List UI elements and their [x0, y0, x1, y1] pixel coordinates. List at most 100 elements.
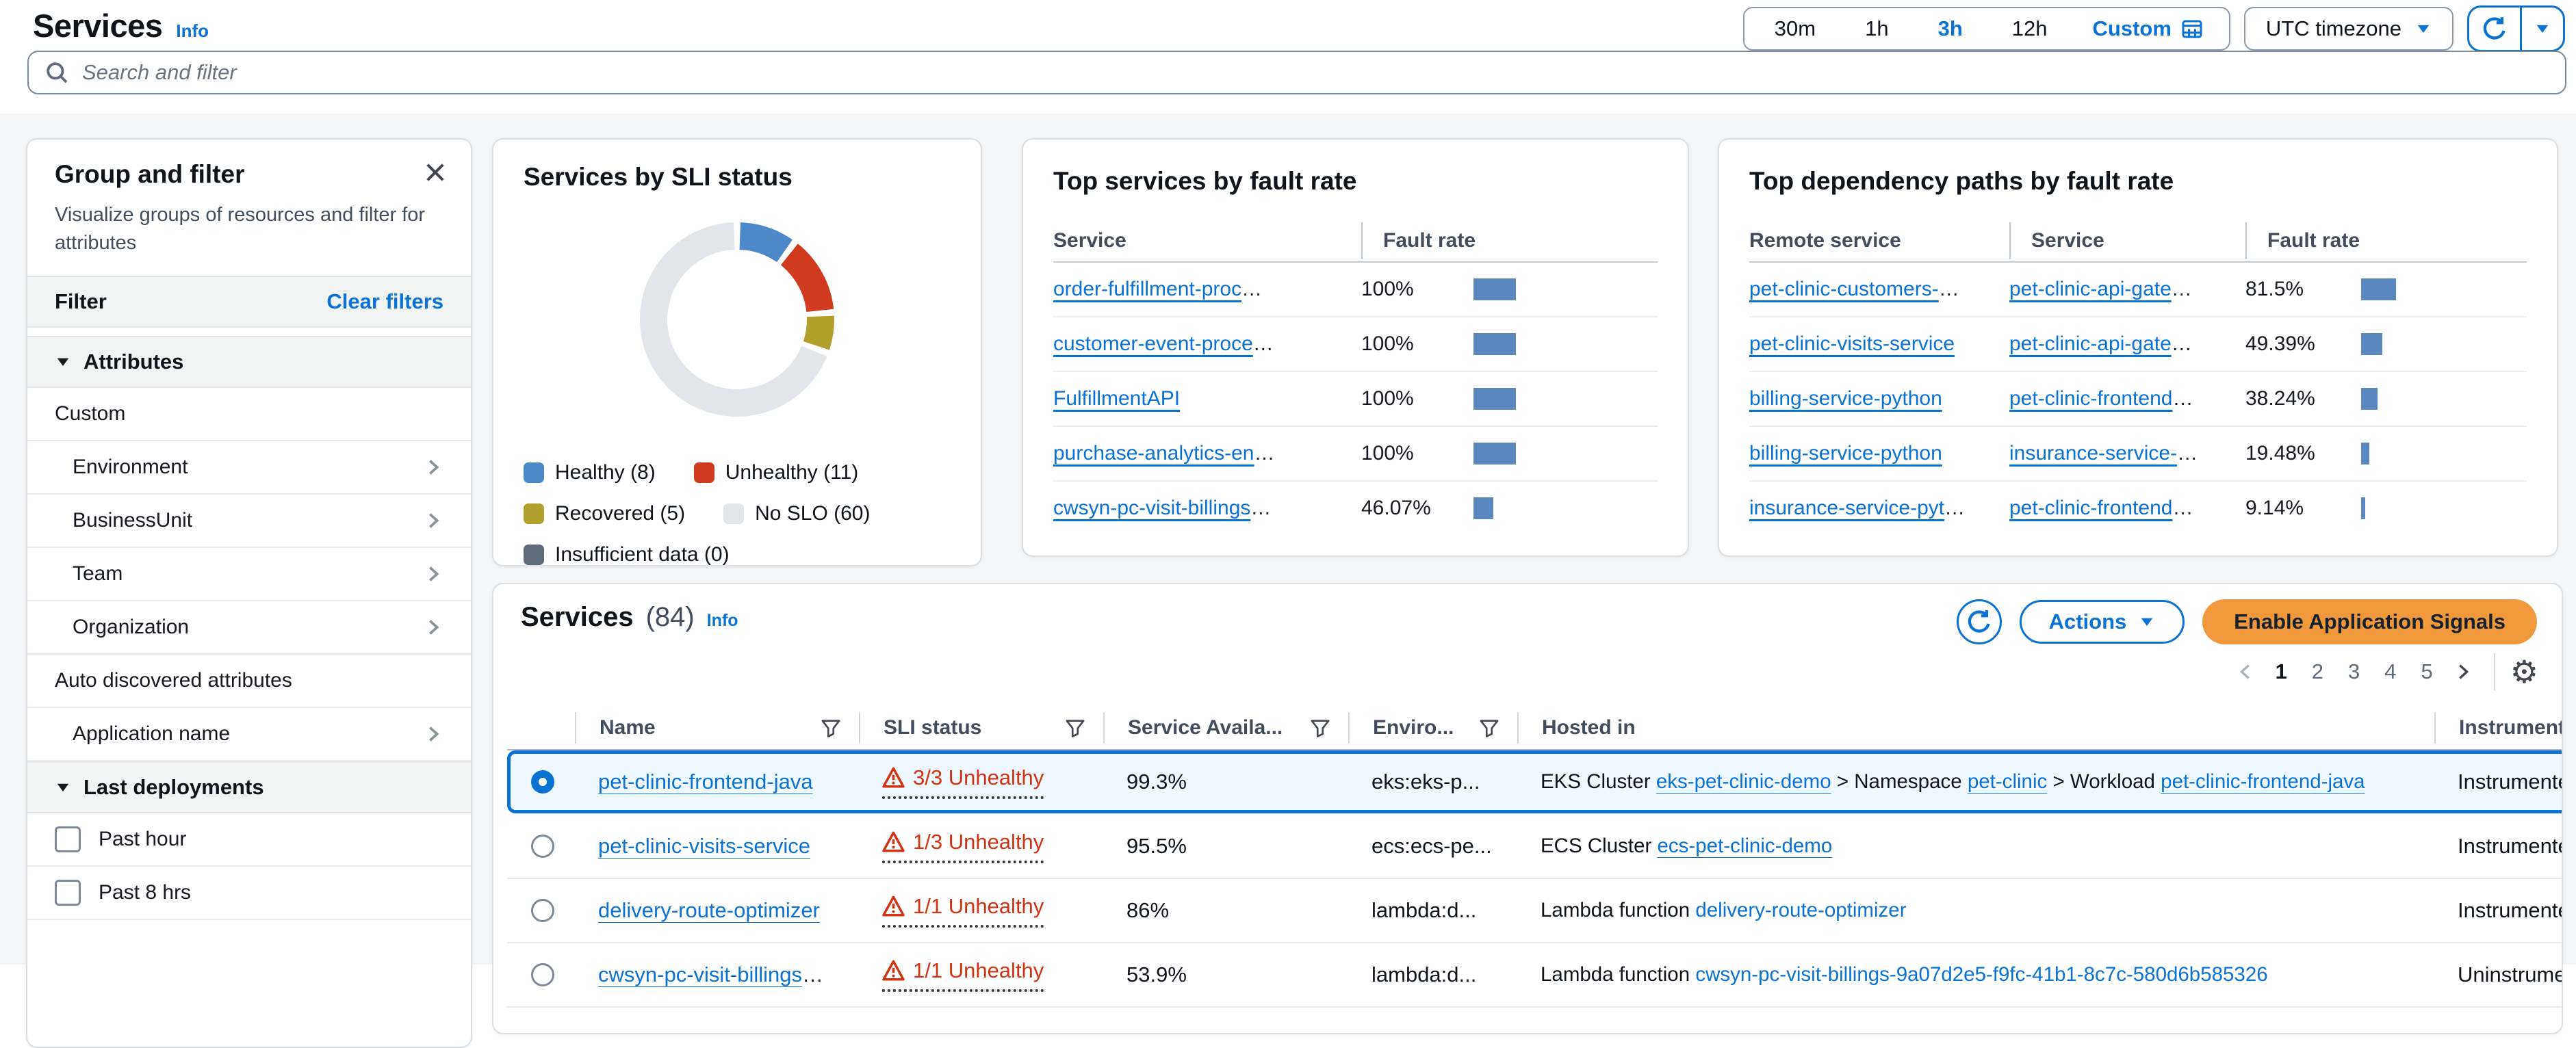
page-number-4[interactable]: 4	[2384, 659, 2397, 683]
service-name-link[interactable]: pet-clinic-visits-service	[598, 834, 811, 858]
page-info-link[interactable]: Info	[176, 21, 209, 41]
legend-item: Healthy (8)	[524, 461, 656, 484]
close-icon[interactable]	[423, 160, 448, 188]
column-header-sli-status[interactable]: SLI status	[859, 712, 1103, 744]
service-link[interactable]: purchase-analytics-en	[1053, 442, 1254, 464]
search-input[interactable]	[81, 60, 2549, 86]
sli-status-badge[interactable]: 1/1 Unhealthy	[882, 894, 1044, 928]
clear-filters-link[interactable]: Clear filters	[326, 289, 443, 314]
actions-button[interactable]: Actions	[2019, 600, 2185, 644]
checkbox[interactable]	[55, 880, 81, 906]
remote-service-link[interactable]: pet-clinic-visits-service	[1749, 332, 1955, 355]
services-info-link[interactable]: Info	[706, 611, 738, 630]
sidebar-item-application-name[interactable]: Application name	[27, 708, 471, 762]
legend-label: Recovered (5)	[555, 502, 686, 525]
column-header-service-availa-[interactable]: Service Availa...	[1103, 712, 1348, 744]
remote-service-link[interactable]: billing-service-python	[1749, 387, 1942, 410]
filter-funnel-icon[interactable]	[821, 718, 841, 738]
service-link[interactable]: pet-clinic-api-gate	[2009, 278, 2172, 300]
service-name-link[interactable]: cwsyn-pc-visit-billings	[598, 962, 802, 986]
sidebar-item-businessunit[interactable]: BusinessUnit	[27, 495, 471, 549]
fault-rate-bar	[2361, 497, 2365, 519]
sli-status-text: 1/1 Unhealthy	[913, 958, 1044, 982]
hosted-in-link[interactable]: delivery-route-optimizer	[1695, 899, 1907, 921]
chevron-down-icon	[2139, 614, 2155, 630]
previous-page-icon[interactable]	[2235, 661, 2256, 682]
filter-option-past-hour[interactable]: Past hour	[27, 813, 471, 867]
environment-value: ecs:ecs-pe...	[1371, 834, 1492, 858]
time-range-12h[interactable]: 12h	[2011, 16, 2048, 40]
hosted-in-link[interactable]: cwsyn-pc-visit-billings-9a07d2e5-f9fc-41…	[1695, 963, 2268, 986]
sli-status-card: Services by SLI status Healthy (8) Unheal…	[492, 138, 982, 566]
sidebar-item-organization[interactable]: Organization	[27, 601, 471, 655]
remote-service-link[interactable]: billing-service-python	[1749, 442, 1942, 464]
refresh-button[interactable]	[2469, 8, 2520, 50]
sli-status-badge[interactable]: 1/3 Unhealthy	[882, 830, 1044, 863]
filter-funnel-icon[interactable]	[1479, 718, 1499, 738]
custom-range-button[interactable]: Custom	[2072, 16, 2224, 41]
donut-segment-healthy[interactable]	[738, 222, 793, 263]
filter-funnel-icon[interactable]	[1065, 718, 1085, 738]
next-page-icon[interactable]	[2453, 661, 2473, 682]
row-radio[interactable]	[531, 770, 554, 794]
sidebar-item-environment[interactable]: Environment	[27, 441, 471, 495]
hosted-in-link[interactable]: ecs-pet-clinic-demo	[1657, 835, 1833, 857]
truncation-ellipsis: …	[2171, 278, 2192, 300]
row-radio[interactable]	[531, 899, 554, 922]
filter-funnel-icon[interactable]	[1310, 718, 1330, 738]
sli-status-badge[interactable]: 1/1 Unhealthy	[882, 958, 1044, 992]
timezone-dropdown[interactable]: UTC timezone	[2243, 7, 2453, 51]
enable-application-signals-button[interactable]: Enable Application Signals	[2202, 599, 2537, 644]
legend-label: No SLO (60)	[755, 502, 871, 525]
attributes-section-header[interactable]: Attributes	[27, 336, 471, 389]
row-radio[interactable]	[531, 963, 554, 986]
column-header-enviro-[interactable]: Enviro...	[1348, 712, 1517, 744]
service-link[interactable]: pet-clinic-api-gate	[2009, 332, 2172, 355]
refresh-options-button[interactable]	[2522, 8, 2563, 50]
service-link[interactable]: FulfillmentAPI	[1053, 387, 1181, 410]
column-header-name[interactable]: Name	[575, 712, 859, 744]
service-link[interactable]: order-fulfillment-proc	[1053, 278, 1242, 300]
service-link[interactable]: customer-event-proce	[1053, 332, 1253, 355]
service-link[interactable]: cwsyn-pc-visit-billings	[1053, 497, 1251, 519]
settings-gear-icon[interactable]: ⚙	[2510, 654, 2538, 690]
donut-segment-no-slo[interactable]	[640, 222, 827, 417]
table-row[interactable]: pet-clinic-frontend-java 3/3 Unhealthy 99.…	[507, 750, 2562, 815]
hosted-in-link[interactable]: eks-pet-clinic-demo	[1656, 770, 1831, 793]
row-radio[interactable]	[531, 835, 554, 858]
service-link[interactable]: pet-clinic-frontend	[2009, 497, 2173, 519]
service-link[interactable]: pet-clinic-frontend	[2009, 387, 2173, 410]
remote-service-link[interactable]: pet-clinic-customers-	[1749, 278, 1939, 300]
page-number-3[interactable]: 3	[2348, 659, 2360, 683]
time-range-30m[interactable]: 30m	[1774, 16, 1816, 40]
hosted-in-link[interactable]: pet-clinic-frontend-java	[2161, 770, 2365, 793]
checkbox[interactable]	[55, 826, 81, 853]
last-deployments-section-header[interactable]: Last deployments	[27, 761, 471, 814]
table-row: pet-clinic-visits-service pet-clinic-api-…	[1749, 317, 2527, 372]
sli-status-badge[interactable]: 3/3 Unhealthy	[882, 765, 1044, 799]
service-link[interactable]: insurance-service-	[2009, 442, 2178, 464]
hosted-in-link[interactable]: pet-clinic	[1967, 770, 2048, 793]
table-row[interactable]: pet-clinic-visits-service 1/3 Unhealthy 95…	[507, 815, 2562, 879]
service-name-link[interactable]: delivery-route-optimizer	[598, 898, 820, 922]
page-number-5[interactable]: 5	[2421, 659, 2433, 683]
column-label: Enviro...	[1373, 716, 1454, 739]
remote-service-link[interactable]: insurance-service-pyt	[1749, 497, 1945, 519]
page-number-2[interactable]: 2	[2311, 659, 2323, 683]
refresh-button[interactable]	[1956, 599, 2002, 644]
table-row[interactable]: delivery-route-optimizer 1/1 Unhealthy 86%…	[507, 879, 2562, 943]
sli-status-donut-chart[interactable]	[624, 207, 850, 432]
time-range-1h[interactable]: 1h	[1865, 16, 1889, 40]
fault-rate-bar	[1473, 443, 1516, 464]
table-row[interactable]: cwsyn-pc-visit-billings… 1/1 Unhealthy 53.…	[507, 943, 2563, 1008]
donut-segment-recovered[interactable]	[803, 315, 834, 350]
filter-option-past-8-hrs[interactable]: Past 8 hrs	[27, 867, 471, 921]
instrumentation-value: Uninstrumented	[2458, 962, 2563, 986]
service-name-link[interactable]: pet-clinic-frontend-java	[598, 770, 813, 794]
page-number-1[interactable]: 1	[2275, 659, 2287, 683]
truncation-ellipsis: …	[1938, 278, 1959, 300]
sidebar-item-team[interactable]: Team	[27, 548, 471, 602]
time-range-3h[interactable]: 3h	[1937, 16, 1963, 40]
donut-segment-unhealthy[interactable]	[780, 244, 834, 313]
services-table-card: Services (84) Info Actions Enable Applic…	[492, 583, 2563, 1034]
